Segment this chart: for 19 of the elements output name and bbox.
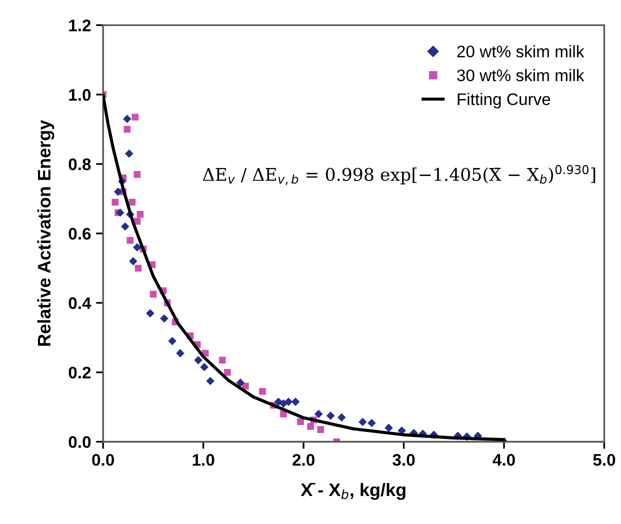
x-axis-title: X̄ - X$_{b}$, kg/kg [300, 482, 406, 500]
y-tick-label: 1.2 [69, 20, 91, 32]
x-tick-label: 3.0 [392, 454, 415, 466]
y-tick-label: 0.2 [68, 366, 91, 379]
x-tick-label: 2.0 [292, 454, 314, 466]
legend-label: 30 wt% skim milk [457, 69, 584, 82]
y-tick-label: 0.4 [68, 297, 92, 310]
y-tick-label: 0.6 [68, 228, 91, 240]
x-tick-label: 5.0 [593, 454, 616, 466]
y-tick-label: 1.0 [69, 88, 91, 101]
y-tick-label: 0.0 [68, 436, 91, 448]
text: ΔE$_{v}$ / ΔE$_{v,b}$ = 0.998 exp[−1.405(X̄ − X$_{b}$)$^{0.930}$] [202, 165, 596, 185]
y-axis-title: Relative Activation Energy [37, 120, 54, 346]
legend-label: 20 wt% skim milk [457, 45, 584, 58]
y-tick-label: 0.8 [68, 158, 91, 170]
x-tick-label: 0.0 [92, 454, 114, 466]
legend-label: Fitting Curve [458, 92, 550, 108]
x-tick-label: 1.0 [192, 454, 214, 466]
x-tick-label: 4.0 [492, 454, 515, 466]
